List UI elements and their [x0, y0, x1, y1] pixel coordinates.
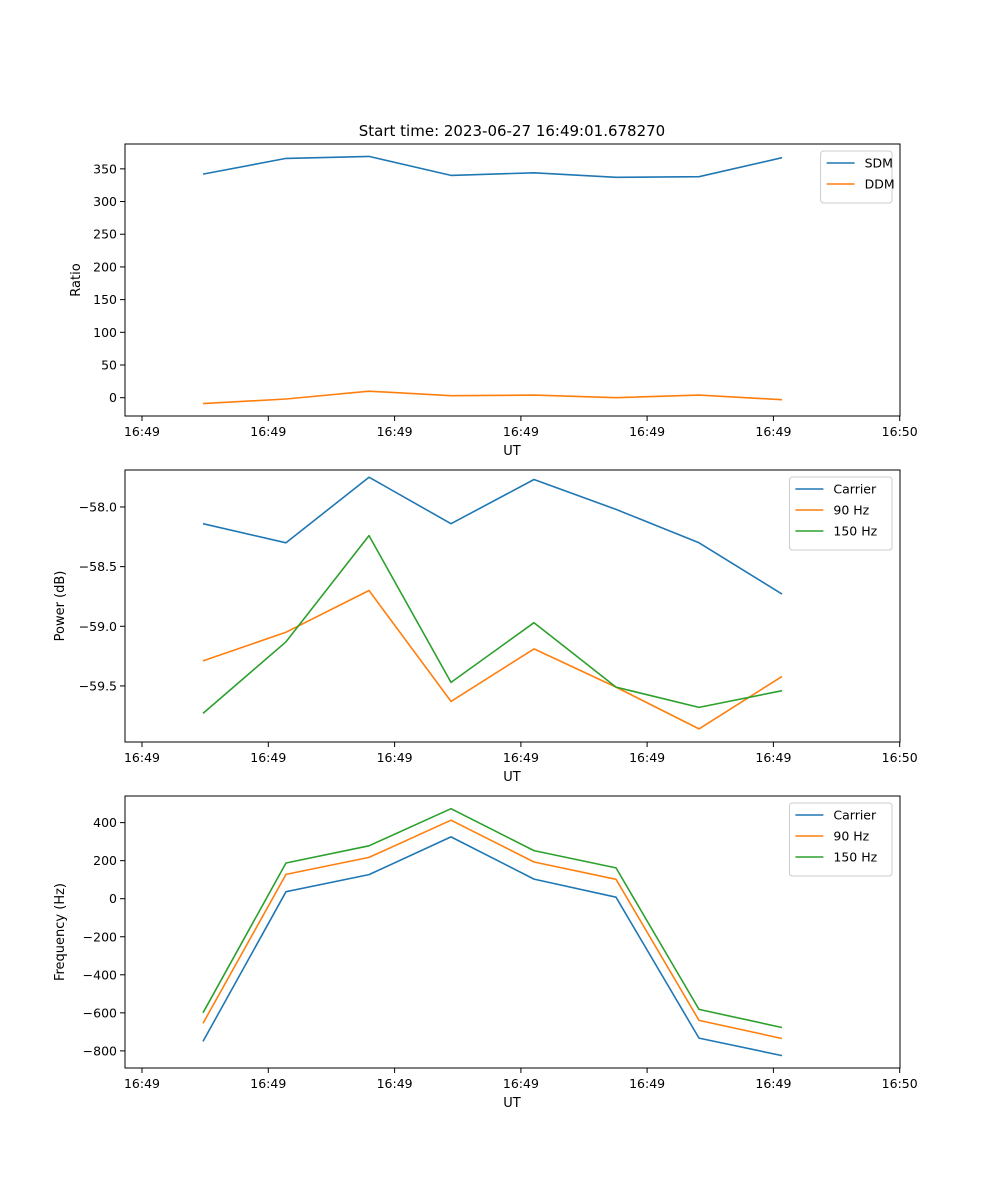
x-tick-label: 16:49 — [250, 750, 286, 765]
series-line-3-3 — [202, 807, 783, 1029]
legend: Carrier 90 Hz 150 Hz — [788, 802, 893, 877]
chart-panel-3: 16:49 16:49 16:49 16:49 16:49 16:49 16:50 UT −80… — [53, 795, 918, 1111]
x-tick-label: 16:49 — [755, 424, 791, 439]
y-tick-label: 200 — [93, 853, 117, 868]
x-tick-label: 16:49 — [124, 424, 160, 439]
x-tick-label: 16:49 — [377, 424, 413, 439]
chart-panels: 16:49 16:49 16:49 16:49 16:49 16:49 16:50 UT 0 50… — [53, 143, 918, 1111]
series-line-3-1 — [202, 836, 783, 1057]
x-axis-label: UT — [503, 444, 521, 459]
y-tick-label: −58.5 — [79, 559, 117, 574]
y-axis-label: Frequency (Hz) — [53, 883, 68, 981]
x-tick-label: 16:49 — [629, 750, 665, 765]
y-tick-label: −58.0 — [79, 499, 117, 514]
y-tick-label: 250 — [93, 227, 117, 242]
axes-frame — [124, 795, 901, 1069]
y-tick-label: 0 — [109, 390, 117, 405]
x-tick-label: 16:49 — [377, 750, 413, 765]
axes-frame — [124, 143, 901, 417]
legend-label: Carrier — [833, 482, 877, 497]
series-line-1-2 — [202, 390, 783, 405]
y-tick-label: 200 — [93, 259, 117, 274]
x-tick-label: 16:49 — [503, 424, 539, 439]
x-tick-label: 16:49 — [250, 424, 286, 439]
series-line-2-3 — [202, 534, 783, 715]
y-tick-label: −600 — [83, 1005, 117, 1020]
y-tick-label: −400 — [83, 967, 117, 982]
x-tick-label: 16:49 — [250, 1076, 286, 1091]
x-tick-label: 16:49 — [124, 750, 160, 765]
legend-label: 90 Hz — [833, 829, 869, 844]
y-axis-label: Ratio — [69, 263, 84, 296]
x-axis-label: UT — [503, 1096, 521, 1111]
y-tick-label: 0 — [109, 891, 117, 906]
legend-label: Carrier — [833, 808, 877, 823]
legend-label: SDM — [865, 156, 893, 171]
figure-title: Start time: 2023-06-27 16:49:01.678270 — [359, 122, 665, 140]
legend: SDM DDM — [820, 150, 895, 204]
legend-label: 150 Hz — [833, 524, 877, 539]
x-axis-label: UT — [503, 770, 521, 785]
legend-label: 150 Hz — [833, 850, 877, 865]
x-tick-label: 16:50 — [882, 1076, 918, 1091]
legend-label: DDM — [865, 177, 895, 192]
series-line-1-1 — [202, 155, 783, 179]
y-tick-label: 400 — [93, 815, 117, 830]
y-tick-label: 50 — [101, 358, 117, 373]
series-line-3-2 — [202, 819, 783, 1040]
x-tick-label: 16:49 — [755, 1076, 791, 1091]
x-tick-label: 16:50 — [882, 424, 918, 439]
x-tick-label: 16:49 — [503, 1076, 539, 1091]
x-tick-label: 16:49 — [755, 750, 791, 765]
legend-label: 90 Hz — [833, 503, 869, 518]
x-tick-label: 16:49 — [377, 1076, 413, 1091]
legend-frame — [820, 150, 893, 204]
y-tick-label: 150 — [93, 292, 117, 307]
x-tick-label: 16:50 — [882, 750, 918, 765]
y-tick-label: −59.0 — [79, 619, 117, 634]
y-axis-label: Power (dB) — [53, 571, 68, 642]
x-tick-label: 16:49 — [503, 750, 539, 765]
series-line-2-1 — [202, 476, 783, 595]
y-tick-label: 100 — [93, 325, 117, 340]
series-line-2-2 — [202, 589, 783, 730]
legend: Carrier 90 Hz 150 Hz — [788, 476, 893, 551]
y-tick-label: 350 — [93, 161, 117, 176]
y-tick-label: −59.5 — [79, 678, 117, 693]
x-tick-label: 16:49 — [629, 1076, 665, 1091]
y-tick-label: 300 — [93, 194, 117, 209]
axes-frame — [124, 469, 901, 743]
x-tick-label: 16:49 — [124, 1076, 160, 1091]
chart-panel-2: 16:49 16:49 16:49 16:49 16:49 16:49 16:50 UT −59… — [53, 469, 918, 785]
y-tick-label: −800 — [83, 1043, 117, 1058]
y-tick-label: −200 — [83, 929, 117, 944]
chart-panel-1: 16:49 16:49 16:49 16:49 16:49 16:49 16:50 UT 0 50… — [69, 143, 918, 459]
x-tick-label: 16:49 — [629, 424, 665, 439]
